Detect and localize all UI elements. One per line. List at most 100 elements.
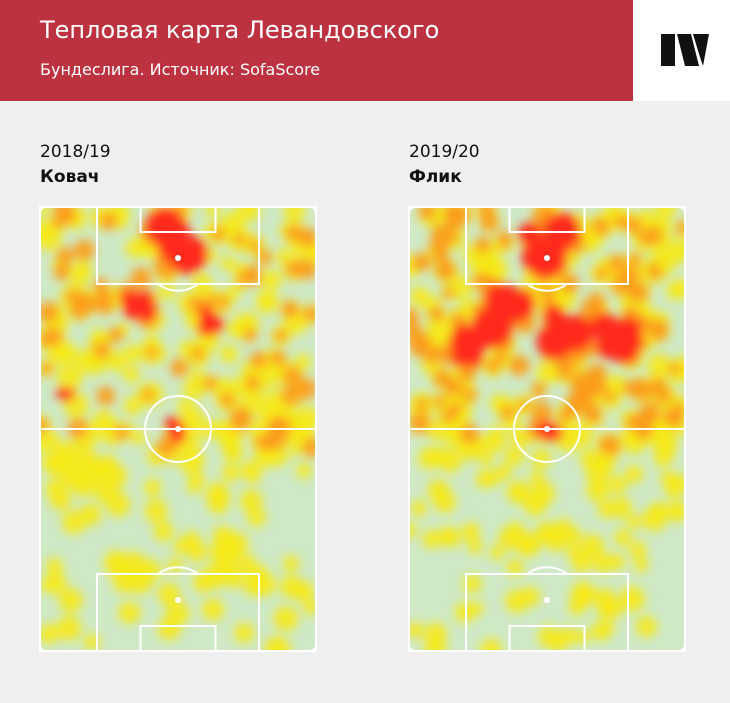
heat-spot — [449, 207, 471, 225]
heat-spot — [409, 621, 424, 639]
heat-spot — [123, 396, 142, 416]
heat-spot — [435, 259, 456, 281]
heat-spot — [283, 207, 306, 222]
heat-spot — [289, 441, 304, 456]
heat-spot — [672, 237, 685, 260]
heat-spot — [640, 401, 662, 424]
six-yard-box — [508, 625, 586, 652]
heat-spot — [118, 601, 141, 624]
heat-spot — [93, 278, 109, 294]
heat-spot — [189, 470, 205, 487]
heat-spot — [625, 216, 643, 235]
heat-spot — [44, 452, 69, 477]
heat-spot — [506, 558, 524, 577]
penalty-arc — [526, 566, 568, 575]
heat-spot — [561, 325, 584, 348]
heat-spot — [294, 353, 311, 371]
heat-spot — [122, 344, 142, 363]
heat-spot — [92, 341, 111, 359]
heat-spot — [106, 492, 131, 517]
heat-spot — [558, 422, 577, 440]
heat-spot — [96, 386, 116, 406]
heat-spot — [630, 379, 653, 401]
heat-spot — [590, 311, 619, 340]
center-circle — [144, 395, 212, 463]
heat-spot — [614, 528, 632, 547]
heat-spot — [189, 368, 204, 384]
heat-spot — [173, 538, 191, 556]
heat-spot — [201, 598, 225, 621]
heat-spot — [454, 602, 475, 623]
heat-spot — [498, 236, 511, 250]
coach: Ковач — [40, 167, 100, 187]
heat-spot — [612, 324, 644, 356]
heat-spot — [165, 601, 190, 626]
heat-spot — [529, 469, 545, 485]
heat-spot — [131, 430, 146, 445]
heat-spot — [586, 478, 610, 502]
heat-spot — [445, 531, 461, 547]
heat-spot — [282, 555, 300, 572]
heat-spot — [558, 627, 577, 645]
heat-spot — [541, 207, 554, 215]
heat-spot — [608, 475, 628, 494]
heat-spot — [495, 463, 512, 480]
heat-spot — [580, 534, 605, 558]
heat-spot — [242, 327, 257, 343]
heat-spot — [475, 469, 495, 489]
heat-spot — [603, 390, 616, 403]
corner-arc — [678, 206, 686, 214]
heat-spot — [205, 207, 221, 218]
corner-arc — [408, 644, 416, 652]
header: Тепловая карта Левандовского Бундеслига.… — [0, 0, 633, 101]
heat-spot — [668, 362, 681, 375]
heat-spot — [633, 557, 649, 572]
heat-spot — [56, 615, 82, 641]
heat-spot — [156, 230, 189, 263]
heat-spot — [539, 284, 557, 302]
heat-spot — [267, 416, 288, 437]
heat-spot — [143, 478, 162, 497]
heat-spot — [570, 581, 596, 608]
heat-spot — [504, 446, 525, 467]
corner-arc — [39, 206, 47, 214]
heat-spot — [485, 358, 501, 374]
heat-spot — [49, 488, 72, 511]
heat-spot — [614, 214, 628, 228]
subtitle: Бундеслига. Источник: SofaScore — [40, 60, 321, 79]
heat-spot — [77, 458, 103, 484]
season: 2018/19 — [40, 142, 111, 162]
heat-spot — [244, 466, 262, 484]
heat-spot — [505, 589, 529, 613]
heat-spot — [628, 252, 642, 266]
heat-spot — [261, 269, 282, 291]
heat-spot — [56, 247, 75, 265]
heat-spot — [635, 615, 658, 638]
corner-arc — [678, 644, 686, 652]
heat-spot — [460, 369, 474, 383]
heat-spot — [422, 345, 442, 365]
heat-spot — [530, 480, 556, 506]
heat-spot — [113, 424, 129, 440]
heat-spot — [423, 637, 447, 651]
corner-arc — [408, 206, 416, 214]
heat-spot — [192, 571, 214, 593]
logo[interactable] — [633, 0, 730, 101]
heat — [409, 207, 685, 651]
heat-spot — [219, 529, 237, 547]
heat-spot — [626, 514, 642, 530]
heat-spot — [521, 241, 548, 269]
heat-spot — [462, 387, 477, 403]
heat-spot — [554, 518, 572, 536]
heat-spot — [53, 263, 71, 281]
heat-spot — [40, 623, 59, 645]
penalty-arc — [157, 566, 199, 575]
heat-spot — [409, 411, 431, 434]
heat-spot — [180, 405, 204, 429]
heat-spot — [56, 363, 83, 390]
heat-spot — [285, 224, 302, 242]
coach: Флик — [409, 167, 462, 187]
heat-spot — [230, 412, 250, 432]
